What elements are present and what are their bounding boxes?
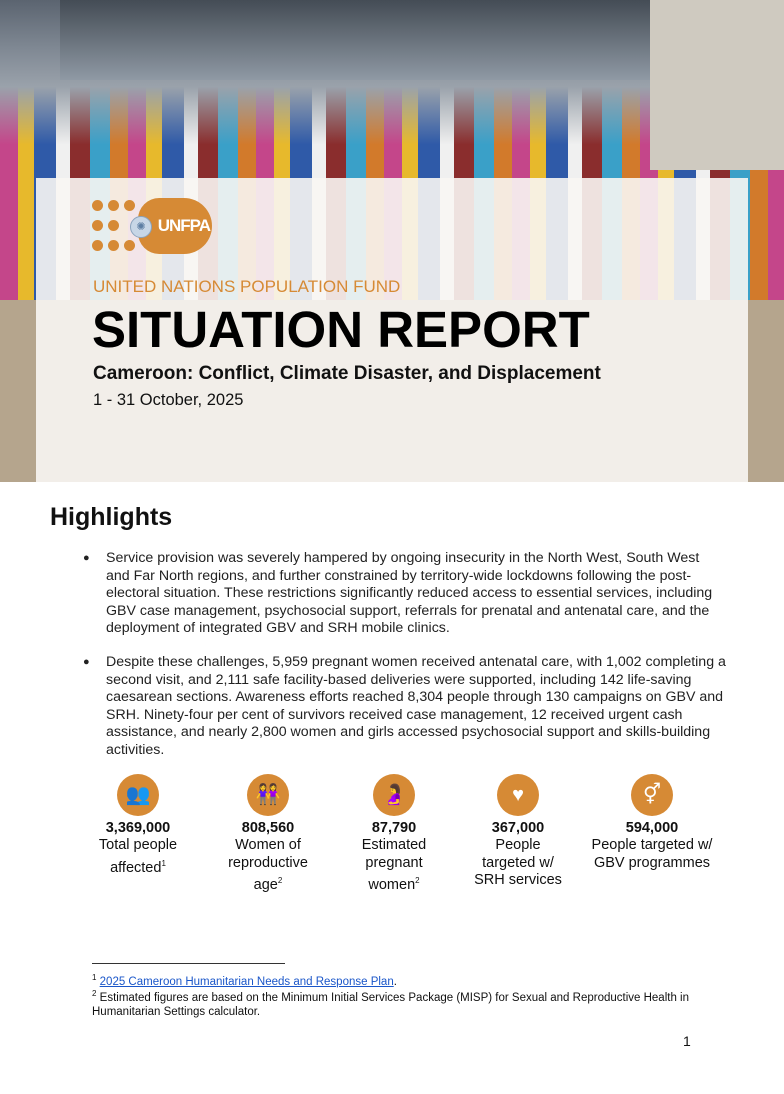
people-group-icon: 👥	[117, 774, 159, 816]
footnote-link[interactable]: 2025 Cameroon Humanitarian Needs and Res…	[99, 975, 394, 988]
logo-wordmark: UNFPA	[138, 198, 212, 254]
women-icon: 👭	[247, 774, 289, 816]
stat-label: Estimated pregnant women2	[361, 837, 427, 893]
gender-symbol-icon: ⚥	[631, 774, 673, 816]
pregnant-woman-icon: 🤰	[373, 774, 415, 816]
stat-label: People targeted w/GBV programmes	[591, 837, 713, 871]
stat-gbv-targeted: ⚥ 594,000 People targeted w/GBV programm…	[572, 774, 732, 872]
stat-value: 594,000	[625, 820, 679, 836]
report-dates: 1 - 31 October, 2025	[93, 391, 244, 409]
report-title: SITUATION REPORT	[92, 301, 590, 358]
highlight-bullet: Despite these challenges, 5,959 pregnant…	[83, 654, 726, 760]
highlights-heading: Highlights	[50, 503, 173, 531]
stat-value: 808,560	[241, 820, 295, 836]
stat-pregnant-women: 🤰 87,790 Estimated pregnant women2	[324, 774, 464, 894]
unfpa-logo: UNFPA ✺	[92, 198, 222, 256]
organization-name: UNITED NATIONS POPULATION FUND	[93, 277, 401, 296]
highlight-bullet: Service provision was severely hampered …	[83, 550, 726, 638]
page-number: 1	[683, 1033, 691, 1049]
stat-label: Women of reproductive age2	[228, 837, 308, 893]
stat-value: 367,000	[491, 820, 545, 836]
stat-srh-targeted: ♥ 367,000 People targeted w/SRH services	[448, 774, 588, 890]
footnote-1: 1 2025 Cameroon Humanitarian Needs and R…	[92, 973, 397, 988]
heart-plus-icon: ♥	[497, 774, 539, 816]
footnote-2: 2 Estimated figures are based on the Min…	[92, 989, 689, 1018]
stat-label: People targeted w/SRH services	[474, 837, 562, 888]
report-subtitle: Cameroon: Conflict, Climate Disaster, an…	[93, 363, 601, 384]
stat-women-reproductive-age: 👭 808,560 Women of reproductive age2	[198, 774, 338, 894]
stat-total-affected: 👥 3,369,000 Total people affected1	[68, 774, 208, 877]
footnote-divider	[92, 963, 285, 964]
stat-value: 3,369,000	[105, 820, 171, 836]
un-emblem-icon: ✺	[130, 216, 152, 238]
stat-label: Total people affected1	[98, 837, 178, 876]
stat-value: 87,790	[371, 820, 417, 836]
